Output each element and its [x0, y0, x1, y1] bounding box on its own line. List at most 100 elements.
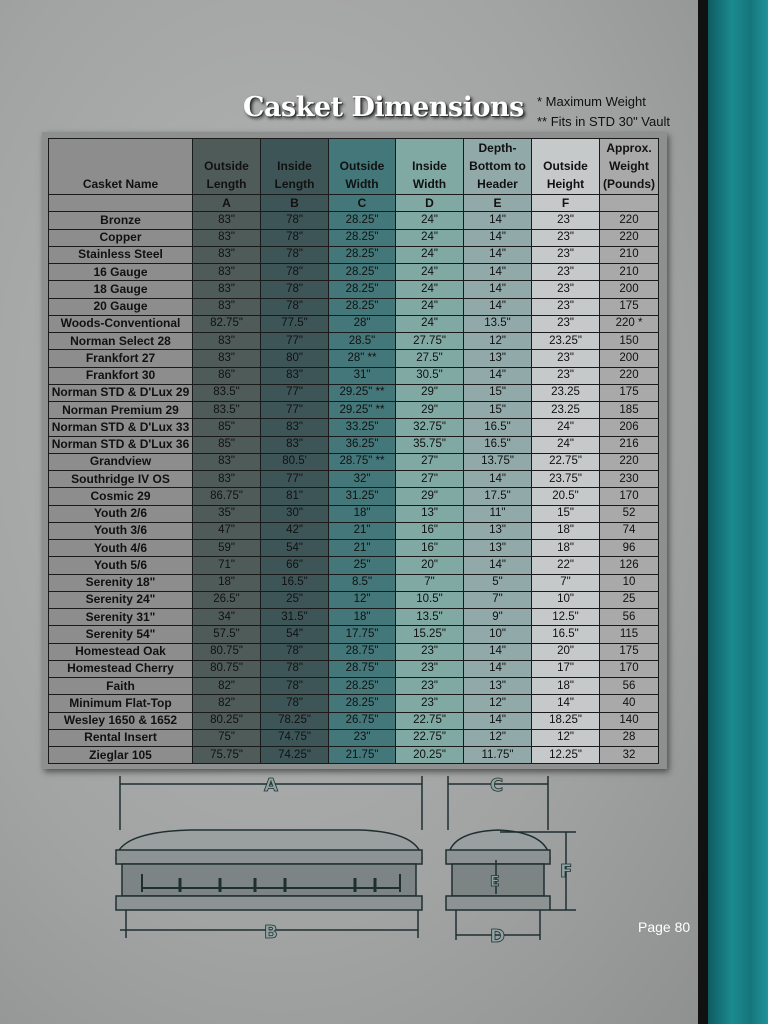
- table-cell: 23": [395, 659, 464, 679]
- table-cell: 57.5": [192, 625, 261, 644]
- casket-name: 16 Gauge: [48, 262, 193, 282]
- table-cell: 18.25": [531, 711, 600, 730]
- table-cell: 28.75": [328, 642, 396, 661]
- table-cell: 170: [599, 659, 659, 679]
- table-cell: 29.25" **: [328, 383, 396, 403]
- table-cell: 77": [260, 400, 329, 420]
- column-header: Approx. Weight (Pounds): [599, 138, 659, 195]
- table-cell: 14": [463, 469, 532, 489]
- table-cell: 11": [463, 504, 532, 523]
- table-cell: 7": [463, 590, 532, 610]
- table-cell: 5": [463, 573, 532, 592]
- table-row: Serenity 54" 57.5" 54" 17.75" 15.25" 10" 16.5"…: [48, 625, 659, 644]
- table-cell: 20": [395, 556, 464, 575]
- table-cell: 12.25": [531, 745, 600, 765]
- table-cell: 33.25": [328, 418, 396, 437]
- table-cell: 13": [463, 676, 532, 696]
- table-row: Minimum Flat-Top 82" 78" 28.25" 23" 12" 14" 40: [48, 694, 659, 713]
- table-row: Homestead Cherry 80.75" 78" 28.75" 23" 14" 17"…: [48, 659, 659, 679]
- table-cell: 210: [599, 262, 659, 282]
- casket-name: Youth 5/6: [48, 556, 193, 575]
- table-cell: 23.25: [531, 400, 600, 420]
- table-cell: 80.75": [192, 642, 261, 661]
- table-cell: 200: [599, 280, 659, 299]
- table-cell: 126: [599, 556, 659, 575]
- table-row: Faith 82" 78" 28.25" 23" 13" 18" 56: [48, 676, 659, 696]
- label-c: C: [490, 775, 503, 796]
- table-cell: 77": [260, 469, 329, 489]
- casket-name: Minimum Flat-Top: [48, 694, 193, 713]
- table-cell: 13": [463, 349, 532, 368]
- table-row: Wesley 1650 & 1652 80.25" 78.25" 26.75" 22.7…: [48, 711, 659, 730]
- table-cell: 24": [395, 297, 464, 316]
- casket-name: 20 Gauge: [48, 297, 193, 316]
- table-cell: 23.75": [531, 469, 600, 489]
- table-cell: 14": [463, 245, 532, 265]
- table-cell: 78": [260, 297, 329, 316]
- table-cell: 75.75": [192, 745, 261, 765]
- table-cell: 78": [260, 211, 329, 230]
- table-cell: 25": [260, 590, 329, 610]
- table-cell: 14": [463, 280, 532, 299]
- table-cell: 28.25": [328, 694, 396, 713]
- table-row: Norman STD & D'Lux 36 85" 83" 36.25" 35.75" 1…: [48, 435, 659, 454]
- table-cell: 28.25": [328, 297, 396, 316]
- table-row: Youth 5/6 71" 66" 25" 20" 14" 22" 126: [48, 556, 659, 575]
- table-cell: 29": [395, 400, 464, 420]
- casket-name: Southridge IV OS: [48, 469, 193, 489]
- dimensions-table-panel: Casket Name Outside Length Inside Length Ou…: [42, 132, 667, 769]
- table-cell: 96: [599, 538, 659, 558]
- table-cell: 14": [463, 659, 532, 679]
- table-cell: 28.5": [328, 331, 396, 351]
- table-cell: 23.25: [531, 383, 600, 403]
- table-cell: 36.25": [328, 435, 396, 454]
- table-row: Norman STD & D'Lux 33 85" 83" 33.25" 32.75" 1…: [48, 418, 659, 437]
- table-cell: 80": [260, 349, 329, 368]
- casket-name: Norman STD & D'Lux 36: [48, 435, 193, 454]
- table-cell: 24": [395, 245, 464, 265]
- note-vault: ** Fits in STD 30" Vault: [537, 114, 670, 129]
- table-cell: 21": [328, 521, 396, 541]
- casket-name: Serenity 31": [48, 607, 193, 627]
- table-cell: 77.5": [260, 314, 329, 334]
- table-cell: 18": [328, 504, 396, 523]
- table-cell: 28.75" **: [328, 452, 396, 472]
- table-cell: 29.25" **: [328, 400, 396, 420]
- table-cell: 22.75": [395, 728, 464, 748]
- casket-name: Norman STD & D'Lux 33: [48, 418, 193, 437]
- table-cell: 85": [192, 418, 261, 437]
- table-cell: 20.5": [531, 487, 600, 506]
- table-cell: 13.5": [395, 607, 464, 627]
- table-row: Norman STD & D'Lux 29 83.5" 77" 29.25" ** 29…: [48, 383, 659, 403]
- table-cell: 40: [599, 694, 659, 713]
- table-cell: 12": [531, 728, 600, 748]
- table-cell: 16.5": [531, 625, 600, 644]
- table-cell: 23": [531, 262, 600, 282]
- table-cell: 12.5": [531, 607, 600, 627]
- table-cell: 83": [260, 435, 329, 454]
- table-cell: 23": [531, 228, 600, 247]
- dimension-letter: [599, 193, 659, 213]
- table-cell: 77": [260, 383, 329, 403]
- dimension-letter: E: [463, 193, 532, 213]
- table-cell: 24": [395, 211, 464, 230]
- table-cell: 83": [192, 349, 261, 368]
- table-cell: 66": [260, 556, 329, 575]
- page-number: Page 80: [638, 919, 691, 935]
- label-a: A: [264, 775, 278, 796]
- table-cell: 28.25": [328, 280, 396, 299]
- table-cell: 230: [599, 469, 659, 489]
- table-cell: 12": [463, 728, 532, 748]
- table-cell: 24": [395, 228, 464, 247]
- table-row: Stainless Steel 83" 78" 28.25" 24" 14" 23" 210: [48, 245, 659, 265]
- casket-name: Youth 2/6: [48, 504, 193, 523]
- table-cell: 13.5": [463, 314, 532, 334]
- table-cell: 15": [463, 400, 532, 420]
- table-cell: 54": [260, 538, 329, 558]
- table-cell: 24": [531, 418, 600, 437]
- table-cell: 11.75": [463, 745, 532, 765]
- casket-name: Norman STD & D'Lux 29: [48, 383, 193, 403]
- table-cell: 27.5": [395, 349, 464, 368]
- table-cell: 83": [260, 418, 329, 437]
